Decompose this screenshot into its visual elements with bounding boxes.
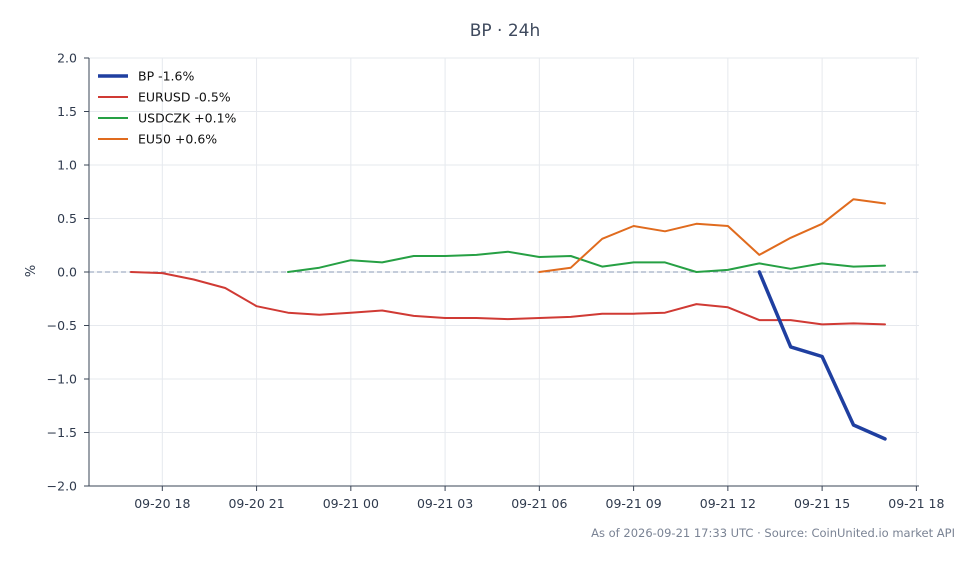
y-tick-label: −1.5 [47, 425, 77, 440]
legend-label: USDCZK +0.1% [138, 111, 237, 126]
legend-label: EU50 +0.6% [138, 132, 217, 147]
x-tick-label: 09-20 21 [228, 496, 284, 511]
x-tick-label: 09-21 06 [511, 496, 567, 511]
x-tick-labels: 09-20 18 09-20 21 09-21 00 09-21 03 09-21 06… [134, 496, 944, 511]
y-tick-label: 2.0 [57, 51, 77, 66]
series-group [129, 198, 887, 441]
legend: BP -1.6% EURUSD -0.5% USDCZK +0.1% EU50 +0.… [98, 69, 237, 147]
legend-label: EURUSD -0.5% [138, 90, 231, 105]
x-tick-label: 09-20 18 [134, 496, 190, 511]
series-line [129, 271, 886, 326]
series-line [757, 270, 887, 441]
legend-label: BP -1.6% [138, 69, 194, 84]
y-tick-label: 0.5 [57, 211, 77, 226]
y-tick-label: 1.5 [57, 104, 77, 119]
y-tick-label: −0.5 [47, 318, 77, 333]
x-tick-label: 09-21 18 [888, 496, 944, 511]
axes [84, 57, 919, 491]
x-tick-label: 09-21 03 [417, 496, 473, 511]
chart-title: BP · 24h [470, 21, 541, 41]
y-axis-label: % [24, 265, 39, 277]
source-footer: As of 2026-09-21 17:33 UTC · Source: Coi… [591, 526, 955, 540]
x-tick-label: 09-21 12 [700, 496, 756, 511]
y-tick-label: −1.0 [47, 372, 77, 387]
y-tick-label: 1.0 [57, 158, 77, 173]
series-line [538, 198, 886, 273]
y-tick-label: 0.0 [57, 265, 77, 280]
y-tick-labels: −2.0 −1.5 −1.0 −0.5 0.0 0.5 1.0 1.5 2.0 [47, 51, 77, 494]
y-tick-label: −2.0 [47, 479, 77, 494]
x-tick-label: 09-21 15 [794, 496, 850, 511]
series-line [287, 250, 886, 273]
x-tick-label: 09-21 00 [323, 496, 379, 511]
x-tick-label: 09-21 09 [606, 496, 662, 511]
